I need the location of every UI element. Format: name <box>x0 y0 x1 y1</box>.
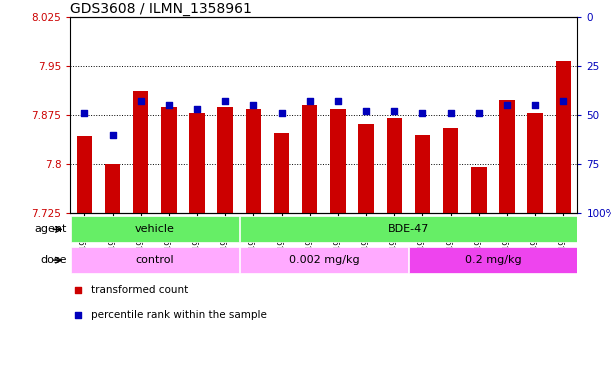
Point <box>108 132 117 138</box>
Point <box>361 108 371 114</box>
Bar <box>527 113 543 213</box>
Bar <box>358 124 374 213</box>
Bar <box>499 100 514 213</box>
Bar <box>555 61 571 213</box>
Text: transformed count: transformed count <box>90 285 188 295</box>
Bar <box>274 134 290 213</box>
Point <box>530 103 540 109</box>
Point <box>417 110 427 116</box>
Bar <box>189 113 205 213</box>
Text: 0.2 mg/kg: 0.2 mg/kg <box>464 255 521 265</box>
Text: GDS3608 / ILMN_1358961: GDS3608 / ILMN_1358961 <box>70 2 252 16</box>
Text: vehicle: vehicle <box>135 224 175 235</box>
Point <box>445 110 455 116</box>
Point <box>558 98 568 104</box>
Point <box>249 103 258 109</box>
Text: dose: dose <box>41 255 67 265</box>
Point <box>305 98 315 104</box>
Text: control: control <box>136 255 174 265</box>
Bar <box>246 109 261 213</box>
Bar <box>302 106 318 213</box>
Bar <box>471 167 486 213</box>
Text: 0.002 mg/kg: 0.002 mg/kg <box>288 255 359 265</box>
Bar <box>218 107 233 213</box>
Bar <box>104 164 120 213</box>
Bar <box>71 217 239 242</box>
Point <box>277 110 287 116</box>
Bar <box>409 247 577 273</box>
Point <box>474 110 484 116</box>
Point <box>73 287 82 293</box>
Text: BDE-47: BDE-47 <box>387 224 429 235</box>
Bar <box>240 217 577 242</box>
Point <box>389 108 399 114</box>
Point <box>221 98 230 104</box>
Bar <box>387 118 402 213</box>
Point <box>192 106 202 113</box>
Bar <box>330 109 346 213</box>
Point <box>73 312 82 318</box>
Bar <box>415 135 430 213</box>
Point <box>164 103 174 109</box>
Point <box>333 98 343 104</box>
Bar <box>133 91 148 213</box>
Bar <box>71 247 239 273</box>
Bar <box>76 136 92 213</box>
Bar <box>240 247 408 273</box>
Point <box>136 98 145 104</box>
Bar <box>161 108 177 213</box>
Text: agent: agent <box>35 224 67 235</box>
Bar <box>443 128 458 213</box>
Text: percentile rank within the sample: percentile rank within the sample <box>90 310 266 320</box>
Point <box>79 110 89 116</box>
Point <box>502 103 512 109</box>
